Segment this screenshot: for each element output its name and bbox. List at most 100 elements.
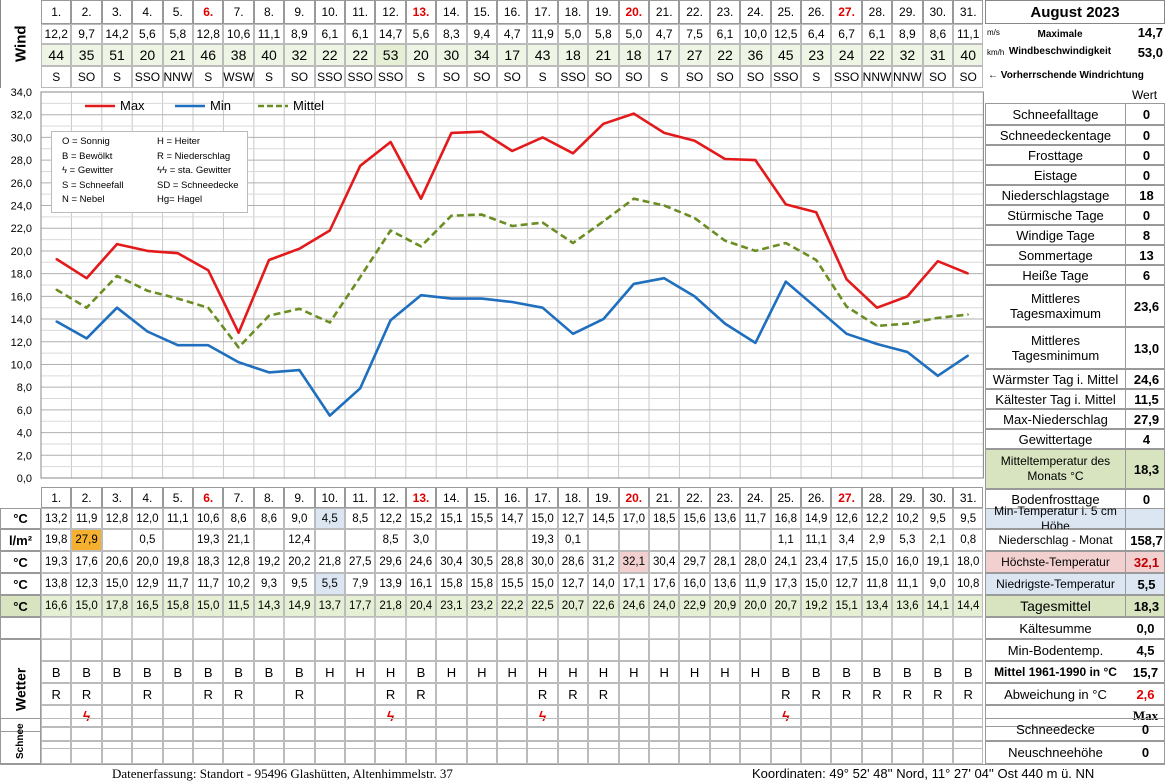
- value-cell: 15,0: [527, 508, 558, 529]
- weather-code-cell: [740, 683, 770, 705]
- schnee-grid-cell: [588, 741, 619, 764]
- value-cell: 11,7: [193, 573, 224, 595]
- wetter-grid-cell: [557, 705, 589, 727]
- data-point-mittel: [298, 308, 301, 310]
- wetter-grid-cell: [527, 661, 558, 683]
- empty-cell: [223, 617, 254, 639]
- wind-ms-cell: 6,1: [345, 24, 376, 44]
- wetter-label-box: [0, 639, 41, 732]
- stat-label: Windige Tage: [1016, 227, 1095, 243]
- stat-row: Mittleres Tagesmaximum 23,6: [985, 285, 1165, 327]
- wetter-grid-cell: [436, 661, 467, 683]
- day-header: 8.: [253, 0, 285, 24]
- value-cell: 20,4: [405, 595, 437, 617]
- wind-kmh-cell: 21: [588, 44, 619, 66]
- wind-ms-cell: 10,0: [740, 24, 771, 44]
- wind-dir-cell: SO: [436, 66, 467, 88]
- wetter-stat-row: Min-Bodentemp. 4,5: [985, 639, 1165, 661]
- day-header: 27.: [831, 487, 862, 508]
- weather-code-cell: H: [477, 664, 487, 680]
- schnee-grid-cell: [953, 718, 984, 741]
- wetter-grid-cell: [497, 639, 528, 661]
- weather-code-cell: [436, 683, 466, 705]
- weather-code-cell: B: [82, 664, 91, 680]
- wind-dir-cell: SO: [71, 66, 102, 88]
- wetter-grid-cell: [557, 661, 589, 683]
- data-point-mittel: [572, 242, 574, 244]
- wind-label: Wind: [0, 0, 41, 88]
- wind-ms-cell: 5,8: [588, 24, 619, 44]
- y-tick-label: 22,0: [11, 223, 32, 235]
- weather-code-cell: [102, 683, 132, 705]
- wetter-grid-cell: [740, 639, 771, 661]
- wetter-grid-cell: [709, 639, 741, 661]
- stat-row: Schneefalltage 0: [985, 103, 1165, 125]
- empty-cell: [375, 617, 406, 639]
- wind-dir-cell: SO: [618, 66, 649, 88]
- schnee-grid-cell: [345, 718, 376, 741]
- value-cell: [466, 529, 497, 551]
- schnee-grid-cell: [861, 741, 893, 764]
- wetter-grid-cell: [922, 705, 953, 727]
- wind-max-label-2: Windbeschwindigkeit: [1008, 46, 1112, 57]
- value-cell: 12,6: [831, 508, 862, 529]
- data-point-min: [146, 330, 149, 333]
- wetter-grid-cell: [922, 661, 953, 683]
- wetter-grid-cell: [861, 705, 893, 727]
- schnee-stat-row: Schneedecke 0: [985, 718, 1165, 741]
- wetter-grid-cell: [588, 661, 619, 683]
- value-cell: 19,8: [41, 529, 72, 551]
- weather-code-cell: R: [598, 686, 609, 702]
- wind-dir-cell: SSO: [375, 66, 406, 88]
- day-header: 29.: [892, 0, 923, 24]
- wetter-grid-cell: [527, 683, 558, 705]
- wind-dir-cell: SSO: [132, 66, 163, 88]
- schnee-grid-cell: [132, 718, 163, 741]
- wetter-grid-cell: [831, 661, 862, 683]
- empty-cell: [770, 617, 801, 639]
- value-cell: 2,9: [861, 529, 893, 551]
- day-header: 26.: [801, 487, 832, 508]
- value-cell: 12,0: [132, 508, 163, 529]
- wind-ms-cell: 5,0: [557, 24, 589, 44]
- plot-frame: [40, 91, 984, 479]
- day-header: 25.: [770, 487, 801, 508]
- day-header: 12.: [375, 487, 406, 508]
- data-point-min: [633, 283, 635, 285]
- schnee-grid-cell: [861, 718, 893, 741]
- data-point-max: [876, 306, 878, 309]
- wetter-grid-cell: [253, 705, 285, 727]
- data-point-mittel: [207, 306, 209, 309]
- stat-label: Sommertage: [1018, 247, 1093, 263]
- data-point-mittel: [481, 213, 483, 216]
- row-label: Niederschlag - Monat: [998, 532, 1113, 547]
- weather-code-cell: R: [537, 686, 548, 702]
- weather-code-cell: ϟ: [82, 708, 91, 724]
- row-label: Min-Temperatur i. 5 cm Höhe: [994, 503, 1117, 533]
- schnee-grid-cell: [193, 718, 224, 741]
- page-title: August 2023: [1030, 3, 1120, 21]
- data-point-max: [389, 141, 392, 143]
- schnee-grid-cell: [770, 741, 801, 764]
- data-point-min: [177, 344, 179, 346]
- stat-row: Sommertage 13: [985, 245, 1165, 265]
- value-cell: 13,7: [314, 595, 345, 617]
- value-cell: 17,8: [101, 595, 133, 617]
- value-cell: 12,9: [132, 573, 163, 595]
- day-header: 23.: [709, 487, 741, 508]
- data-point-mittel: [602, 220, 605, 223]
- wetter-grid-cell: [527, 639, 558, 661]
- stat-row: Stürmische Tage 0: [985, 205, 1165, 225]
- weather-code-cell: B: [295, 664, 304, 680]
- value-cell: 4,5: [314, 508, 345, 529]
- schnee-grid-cell: [436, 718, 467, 741]
- empty-cell: [0, 617, 41, 639]
- value-cell: 14,9: [801, 508, 832, 529]
- wetter-grid-cell: [284, 705, 315, 727]
- day-header: 2.: [71, 487, 102, 508]
- weather-code-cell: H: [568, 664, 578, 680]
- value-cell: 22,6: [588, 595, 619, 617]
- schnee-grid-cell: [253, 718, 285, 741]
- wetter-grid-cell: [436, 683, 467, 705]
- data-point-max: [329, 229, 331, 232]
